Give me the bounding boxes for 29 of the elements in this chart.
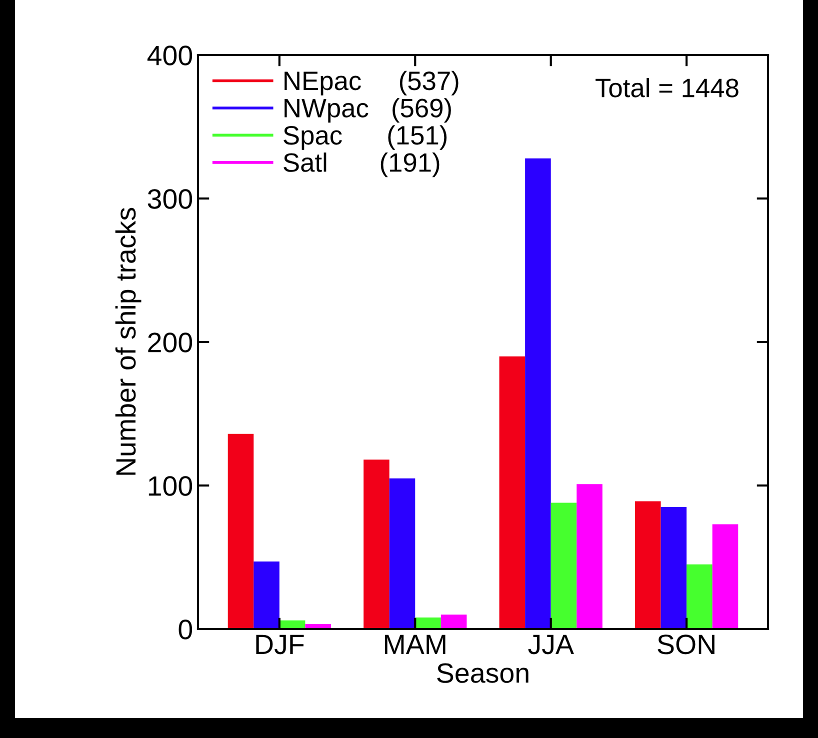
bar xyxy=(440,614,467,629)
bar xyxy=(389,478,416,629)
annotation: Total = 1448 xyxy=(596,78,738,98)
x-tick-label: DJF xyxy=(256,634,304,654)
legend-label: Spac (151) xyxy=(284,125,447,150)
bar xyxy=(576,484,602,629)
legend-label: NWpac (569) xyxy=(284,98,451,123)
legend-label: NEpac (537) xyxy=(284,70,458,96)
bar xyxy=(660,507,687,629)
x-tick-label: JJA xyxy=(528,634,574,654)
y-tick-label: 0 xyxy=(178,620,192,640)
y-tick-label: 400 xyxy=(147,46,192,66)
bar xyxy=(254,562,280,629)
bar xyxy=(364,460,390,629)
y-axis-title: Number of ship tracks xyxy=(115,208,142,475)
y-tick-label: 300 xyxy=(148,189,192,209)
bar xyxy=(228,434,254,629)
bar xyxy=(686,564,712,629)
bar xyxy=(499,356,526,629)
bar xyxy=(550,502,577,629)
y-tick-label: 200 xyxy=(148,332,192,352)
y-tick-label: 100 xyxy=(148,476,192,496)
bar xyxy=(525,158,551,629)
x-tick-label: MAM xyxy=(385,634,446,654)
bar xyxy=(635,501,661,629)
bar xyxy=(712,524,738,629)
x-tick-label: SON xyxy=(658,634,714,654)
legend-label: Satl (191) xyxy=(284,152,440,178)
x-axis-title: Season xyxy=(437,663,528,683)
